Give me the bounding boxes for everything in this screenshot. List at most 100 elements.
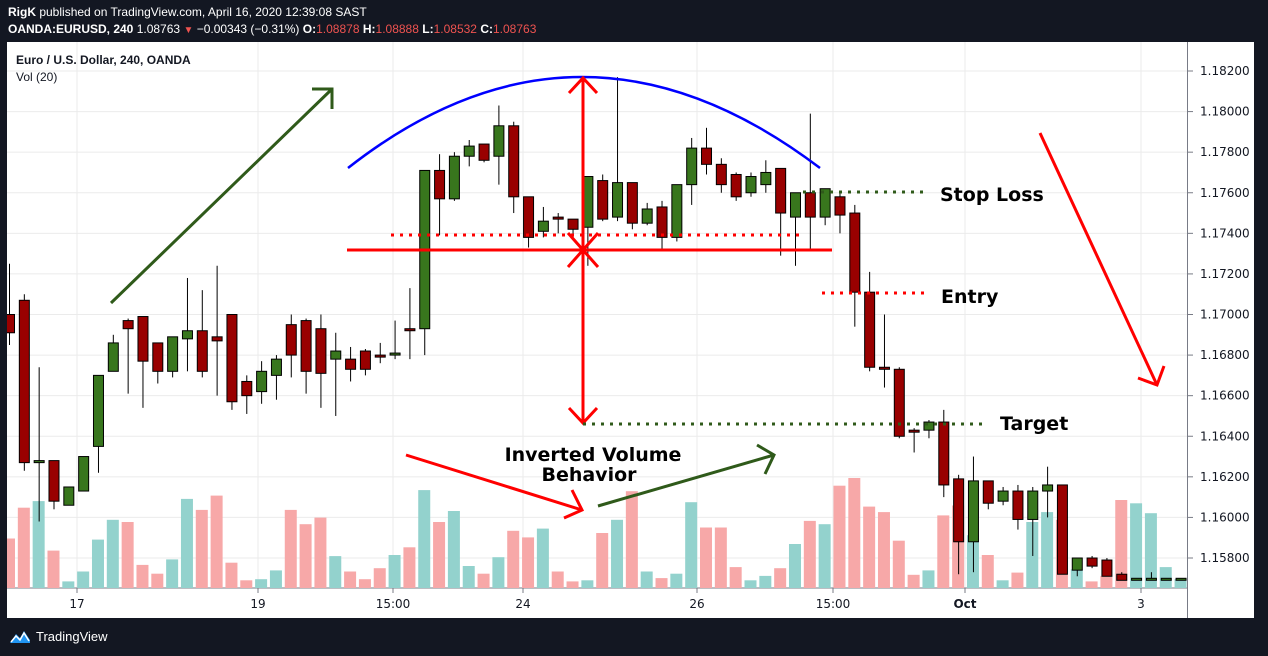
candle-up[interactable] <box>997 490 1009 502</box>
candle-down[interactable] <box>523 196 535 238</box>
candle-down[interactable] <box>152 342 164 372</box>
candle-down[interactable] <box>982 480 994 504</box>
candle-down[interactable] <box>878 366 890 370</box>
candle-down[interactable] <box>775 167 787 214</box>
candle-down[interactable] <box>953 478 965 543</box>
candle-up[interactable] <box>967 480 979 543</box>
candle-down[interactable] <box>626 182 638 224</box>
candle-up[interactable] <box>107 342 119 372</box>
candle-down[interactable] <box>196 330 208 372</box>
candle-up[interactable] <box>389 352 401 356</box>
candle-down[interactable] <box>849 212 861 293</box>
candle-up[interactable] <box>819 188 831 218</box>
candle-up[interactable] <box>463 145 475 157</box>
candle-up[interactable] <box>270 358 282 376</box>
candle-down[interactable] <box>804 192 816 218</box>
candle-down[interactable] <box>552 216 564 220</box>
candle-down[interactable] <box>1116 573 1128 581</box>
candle-down[interactable] <box>374 354 386 358</box>
candle-down[interactable] <box>226 314 238 403</box>
candle-down[interactable] <box>893 368 905 437</box>
tradingview-logo[interactable]: TradingView <box>8 628 108 644</box>
candle-up[interactable] <box>537 220 549 232</box>
candle-down[interactable] <box>656 206 668 238</box>
candle-up[interactable] <box>167 336 179 372</box>
candle-down[interactable] <box>285 324 297 356</box>
candle-down[interactable] <box>211 336 223 342</box>
candle-down[interactable] <box>300 320 312 372</box>
candle-up[interactable] <box>686 147 698 186</box>
candle-down[interactable] <box>730 173 742 198</box>
price-tick-label: 1.17600 <box>1200 186 1250 200</box>
time-axis[interactable] <box>7 589 1187 618</box>
candle-up[interactable] <box>330 350 342 360</box>
candle-down[interactable] <box>508 125 520 198</box>
candle-down[interactable] <box>315 328 327 374</box>
candle-down[interactable] <box>241 380 253 397</box>
last-price: 1.08763 <box>136 22 181 36</box>
chart-pane[interactable]: 17 19 15:00 24 26 15:00 Oct 3 Stop Loss Entry Targ… <box>3 42 1246 618</box>
candle-up[interactable] <box>760 171 772 186</box>
candle-up[interactable] <box>1131 577 1143 581</box>
candle-down[interactable] <box>1012 490 1024 520</box>
candle-up[interactable] <box>1175 577 1187 581</box>
candle-down[interactable] <box>345 358 357 370</box>
candle-down[interactable] <box>404 328 416 332</box>
candle-down[interactable] <box>834 196 846 216</box>
candle-up[interactable] <box>92 374 104 447</box>
volume-bar <box>62 581 75 588</box>
candle-down[interactable] <box>715 163 727 186</box>
candle-up[interactable] <box>448 155 460 200</box>
candle-down[interactable] <box>597 180 609 220</box>
arrow-head-icon <box>1137 365 1166 387</box>
candle-up[interactable] <box>63 486 75 506</box>
candle-down[interactable] <box>701 147 713 165</box>
candle-up[interactable] <box>33 460 45 464</box>
candle-up[interactable] <box>493 125 505 157</box>
candle-up[interactable] <box>78 456 90 492</box>
candle-up[interactable] <box>1145 577 1157 581</box>
volume-bar <box>32 501 45 588</box>
candle-down[interactable] <box>1101 559 1113 577</box>
volume-bar <box>1174 579 1187 588</box>
price-axis[interactable]: 1.18200 1.18000 1.17800 1.17600 1.17400 1.172… <box>1187 42 1254 618</box>
candle-down[interactable] <box>137 316 149 362</box>
volume-bar <box>77 571 90 588</box>
volume-note-label: Inverted Volume <box>505 444 682 466</box>
candle-down[interactable] <box>359 350 371 370</box>
price-tick-label: 1.16000 <box>1200 510 1250 524</box>
candle-up[interactable] <box>641 208 653 224</box>
candle-down[interactable] <box>864 291 876 368</box>
candle-up[interactable] <box>671 184 683 238</box>
high-label: H: <box>362 22 376 36</box>
candle-up[interactable] <box>612 182 624 218</box>
candle-up[interactable] <box>789 192 801 218</box>
candle-down[interactable] <box>478 143 490 161</box>
candle-up[interactable] <box>181 330 193 340</box>
time-tick-label: 19 <box>250 597 265 611</box>
volume-bar <box>269 570 282 588</box>
volume-bar <box>106 519 119 588</box>
candle-down[interactable] <box>1086 557 1098 567</box>
candle-up[interactable] <box>745 176 757 194</box>
brand-name: TradingView <box>36 628 108 644</box>
candle-down[interactable] <box>938 421 950 486</box>
candle-down[interactable] <box>567 218 579 230</box>
candle-down[interactable] <box>122 320 134 330</box>
volume-bar <box>566 581 579 588</box>
candle-up[interactable] <box>1027 490 1039 520</box>
volume-bar <box>477 573 490 588</box>
candle-up[interactable] <box>1042 484 1054 492</box>
candle-up[interactable] <box>1071 557 1083 571</box>
candle-down[interactable] <box>908 429 920 433</box>
candle-down[interactable] <box>1056 484 1068 575</box>
candle-down[interactable] <box>434 169 446 200</box>
volume-bar <box>907 574 920 588</box>
candle-down[interactable] <box>4 314 15 334</box>
candle-up[interactable] <box>256 370 268 393</box>
candle-down[interactable] <box>18 299 30 464</box>
candle-up[interactable] <box>1160 577 1172 581</box>
candle-down[interactable] <box>48 460 60 502</box>
candlestick-chart[interactable]: 17 19 15:00 24 26 15:00 Oct 3 Stop Loss Entry Targ… <box>3 42 1246 618</box>
candle-up[interactable] <box>923 421 935 431</box>
